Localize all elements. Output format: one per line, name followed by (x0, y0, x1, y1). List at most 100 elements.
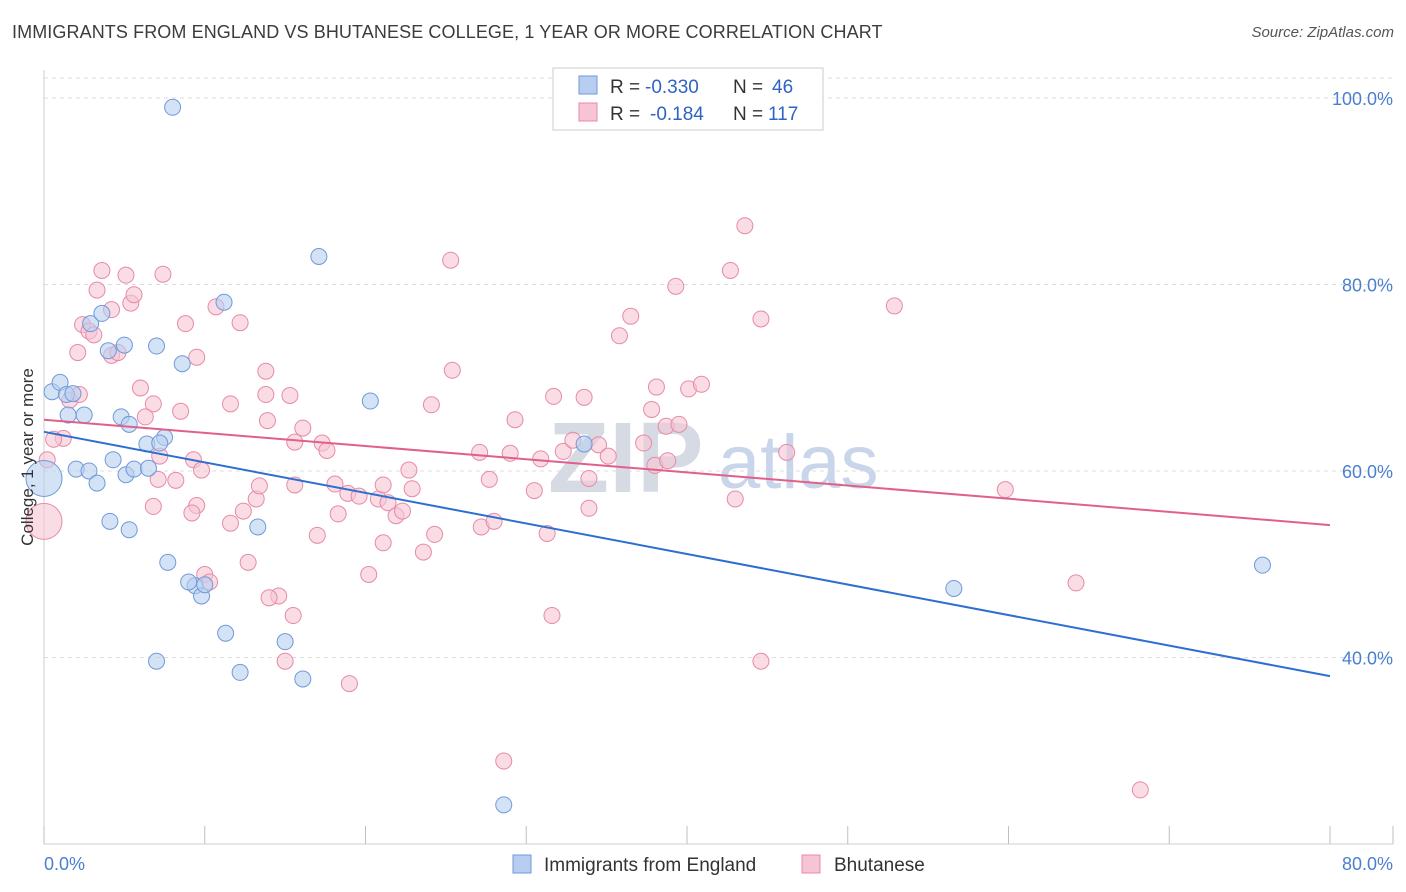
point-bhutanese (778, 443, 796, 461)
legend-n-label-england: N = (733, 77, 763, 98)
point-bhutanese (400, 461, 418, 479)
point-england (294, 670, 312, 688)
point-bhutanese (258, 412, 276, 430)
legend-r-label-england: R = (610, 77, 640, 98)
point-bhutanese (443, 361, 461, 379)
point-bhutanese (667, 277, 685, 295)
point-england (99, 342, 117, 360)
point-bhutanese (525, 482, 543, 500)
point-bhutanese (736, 217, 754, 235)
point-england (148, 337, 166, 355)
point-bhutanese (340, 675, 358, 693)
point-bhutanese (545, 387, 563, 405)
point-england (575, 435, 593, 453)
point-england (120, 521, 138, 539)
point-bhutanese (308, 526, 326, 544)
point-bhutanese (422, 396, 440, 414)
point-bhutanese (403, 480, 421, 498)
legend-n-value-bhutanese: 117 (768, 104, 798, 125)
point-england (93, 304, 111, 322)
point-bhutanese (374, 476, 392, 494)
point-bhutanese (188, 348, 206, 366)
point-bhutanese (294, 419, 312, 437)
point-bhutanese (329, 505, 347, 523)
point-england (217, 624, 235, 642)
point-bhutanese (93, 261, 111, 279)
legend-r-value-bhutanese: -0.184 (650, 104, 704, 125)
point-bhutanese (260, 589, 278, 607)
bottom-legend-swatch-bhutanese (801, 854, 821, 874)
legend-swatch-england (578, 75, 598, 95)
point-bhutanese (426, 525, 444, 543)
point-bhutanese (885, 297, 903, 315)
axes: 100.0% 80.0% 60.0% 40.0% (43, 70, 1394, 845)
legend-r-label-bhutanese: R = (610, 104, 640, 125)
point-bhutanese (442, 251, 460, 269)
point-bhutanese (647, 378, 665, 396)
point-bhutanese (393, 502, 411, 520)
point-england (80, 462, 98, 480)
point-bhutanese (643, 400, 661, 418)
point-england (120, 415, 138, 433)
point-bhutanese (149, 470, 167, 488)
point-bhutanese (221, 395, 239, 413)
point-england (25, 459, 63, 497)
point-bhutanese (360, 565, 378, 583)
legend-n-label-bhutanese: N = (733, 104, 763, 125)
correlation-legend: R = -0.330 N = 46 R = -0.184 N = 117 (552, 67, 824, 131)
point-bhutanese (144, 497, 162, 515)
point-bhutanese (996, 481, 1014, 499)
point-england (115, 336, 133, 354)
point-bhutanese (495, 752, 513, 770)
point-england (276, 633, 294, 651)
point-bhutanese (575, 388, 593, 406)
point-bhutanese (543, 607, 561, 625)
point-bhutanese (69, 344, 87, 362)
point-bhutanese (721, 261, 739, 279)
point-england (231, 663, 249, 681)
y-tick-label: 100.0% (1332, 89, 1393, 109)
point-bhutanese (580, 469, 598, 487)
point-bhutanese (635, 434, 653, 452)
point-bhutanese (752, 310, 770, 328)
point-bhutanese (726, 490, 744, 508)
point-bhutanese (193, 461, 211, 479)
point-bhutanese (221, 514, 239, 532)
point-bhutanese (125, 286, 143, 304)
point-england (75, 406, 93, 424)
point-england (215, 293, 233, 311)
point-bhutanese (414, 543, 432, 561)
point-bhutanese (506, 411, 524, 429)
point-england (104, 451, 122, 469)
series-legend: Immigrants from England Bhutanese (512, 854, 925, 876)
point-bhutanese (172, 402, 190, 420)
point-bhutanese (752, 652, 770, 670)
trend-lines (43, 418, 1331, 678)
point-bhutanese (25, 502, 63, 540)
point-bhutanese (144, 395, 162, 413)
point-bhutanese (471, 443, 489, 461)
point-england (945, 579, 963, 597)
point-bhutanese (532, 450, 550, 468)
point-bhutanese (670, 415, 688, 433)
point-bhutanese (131, 379, 149, 397)
legend-swatch-bhutanese (578, 102, 598, 122)
point-bhutanese (136, 408, 154, 426)
point-england (310, 248, 328, 266)
point-bhutanese (88, 281, 106, 299)
point-bhutanese (231, 314, 249, 332)
point-england (1253, 556, 1271, 574)
chart-title: IMMIGRANTS FROM ENGLAND VS BHUTANESE COL… (12, 22, 883, 42)
point-bhutanese (276, 652, 294, 670)
point-england (151, 434, 169, 452)
legend-r-value-england: -0.330 (645, 77, 699, 98)
legend-n-value-england: 46 (772, 77, 793, 98)
trend-line-england (43, 430, 1331, 678)
source-label: Source: ZipAtlas.com (1251, 24, 1394, 41)
bottom-legend-label-bhutanese: Bhutanese (834, 855, 925, 876)
bottom-legend-swatch-england (512, 854, 532, 874)
point-bhutanese (154, 265, 172, 283)
point-bhutanese (1067, 574, 1085, 592)
point-bhutanese (374, 534, 392, 552)
